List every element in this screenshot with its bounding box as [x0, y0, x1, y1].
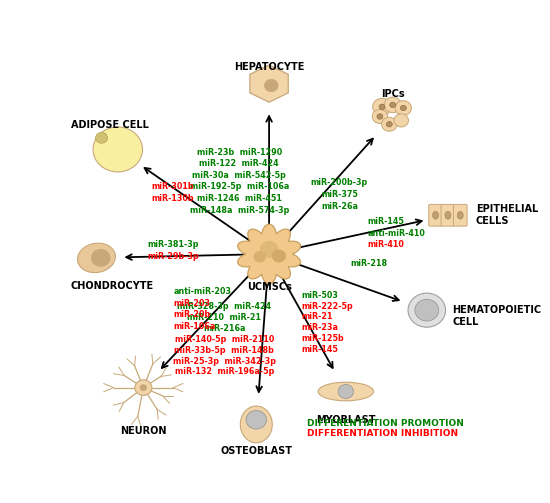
Text: miR-216a: miR-216a [203, 324, 246, 333]
Text: miR-148a  miR-574-3p: miR-148a miR-574-3p [190, 206, 289, 215]
Text: miR-26a: miR-26a [321, 202, 358, 211]
Circle shape [395, 101, 411, 115]
Circle shape [408, 293, 446, 327]
Text: HEPATOCYTE: HEPATOCYTE [234, 62, 304, 72]
Circle shape [394, 114, 409, 127]
Text: miR-23a: miR-23a [301, 323, 338, 332]
Ellipse shape [318, 382, 373, 401]
Circle shape [96, 132, 108, 143]
Circle shape [373, 98, 392, 115]
Circle shape [386, 122, 392, 127]
Text: miR-210  miR-21: miR-210 miR-21 [188, 313, 261, 322]
Text: miR-122  miR-424: miR-122 miR-424 [200, 159, 279, 168]
Text: DIFFERENTIATION PROMOTION: DIFFERENTIATION PROMOTION [307, 418, 464, 428]
Text: miR-125b: miR-125b [301, 334, 344, 343]
Polygon shape [250, 65, 288, 102]
Text: DIFFERENTIATION INHIBITION: DIFFERENTIATION INHIBITION [307, 429, 459, 438]
Text: miR-140-5p  miR-2110: miR-140-5p miR-2110 [175, 335, 274, 344]
Circle shape [377, 114, 383, 119]
Text: miR-503: miR-503 [301, 291, 338, 300]
Ellipse shape [78, 243, 116, 273]
Circle shape [265, 79, 278, 92]
Circle shape [382, 117, 397, 131]
Circle shape [272, 250, 285, 262]
Circle shape [390, 102, 395, 108]
Circle shape [338, 384, 354, 398]
Text: miR-328-3p  miR-424: miR-328-3p miR-424 [177, 302, 271, 311]
Text: miR-200b-3p: miR-200b-3p [311, 179, 368, 188]
Text: MYOBLAST: MYOBLAST [316, 415, 376, 425]
Text: miR-25-3p  miR-342-3p: miR-25-3p miR-342-3p [173, 357, 276, 366]
Circle shape [135, 380, 152, 395]
Text: OSTEOBLAST: OSTEOBLAST [221, 446, 292, 456]
Circle shape [379, 104, 385, 110]
Circle shape [384, 97, 401, 113]
Text: miR-23b  miR-1290: miR-23b miR-1290 [197, 147, 282, 156]
Text: miR-145: miR-145 [301, 345, 338, 354]
Circle shape [372, 110, 388, 124]
Circle shape [93, 127, 142, 172]
Text: miR-29b-3p: miR-29b-3p [147, 252, 199, 261]
Text: ADIPOSE CELL: ADIPOSE CELL [71, 120, 148, 130]
Text: UCMSCs: UCMSCs [246, 282, 292, 292]
Text: miR-30a  miR-542-5p: miR-30a miR-542-5p [192, 171, 286, 180]
FancyBboxPatch shape [428, 204, 442, 226]
Text: HEMATOPOIETIC
CELL: HEMATOPOIETIC CELL [452, 305, 542, 327]
Text: miR-381-3p: miR-381-3p [147, 240, 199, 249]
Text: miR-145: miR-145 [367, 217, 404, 226]
Text: miR-203: miR-203 [173, 299, 210, 307]
Text: miR-20b: miR-20b [173, 310, 211, 319]
Text: EPITHELIAL
CELLS: EPITHELIAL CELLS [476, 205, 538, 226]
Circle shape [415, 299, 439, 321]
Text: anti-miR-410: anti-miR-410 [367, 229, 425, 238]
Text: miR-130b: miR-130b [152, 194, 195, 203]
Text: miR-222-5p: miR-222-5p [301, 302, 353, 311]
Text: miR-218: miR-218 [350, 259, 387, 268]
Circle shape [254, 252, 265, 262]
Circle shape [400, 105, 406, 111]
Text: miR-1246  miR-451: miR-1246 miR-451 [197, 194, 282, 203]
Text: miR-192-5p  miR-106a: miR-192-5p miR-106a [190, 183, 289, 191]
Ellipse shape [240, 406, 272, 443]
Circle shape [261, 241, 278, 257]
Text: NEURON: NEURON [120, 427, 167, 437]
Text: miR-33b-5p  miR-148b: miR-33b-5p miR-148b [174, 346, 274, 355]
Ellipse shape [445, 211, 451, 219]
Text: miR-132  miR-196a-5p: miR-132 miR-196a-5p [175, 368, 274, 377]
FancyBboxPatch shape [441, 204, 455, 226]
Circle shape [91, 249, 110, 267]
Text: miR-301b: miR-301b [152, 183, 195, 191]
Circle shape [246, 410, 267, 429]
Text: anti-miR-203: anti-miR-203 [173, 287, 231, 296]
FancyBboxPatch shape [453, 204, 467, 226]
Text: miR-375: miR-375 [321, 190, 358, 199]
Text: miR-106a: miR-106a [173, 322, 216, 331]
Text: miR-410: miR-410 [367, 240, 404, 249]
Text: IPCs: IPCs [381, 90, 404, 100]
Text: miR-21: miR-21 [301, 312, 333, 321]
Circle shape [140, 384, 147, 391]
Ellipse shape [457, 211, 463, 219]
Ellipse shape [432, 211, 438, 219]
Text: CHONDROCYTE: CHONDROCYTE [71, 281, 154, 291]
Polygon shape [238, 224, 300, 284]
